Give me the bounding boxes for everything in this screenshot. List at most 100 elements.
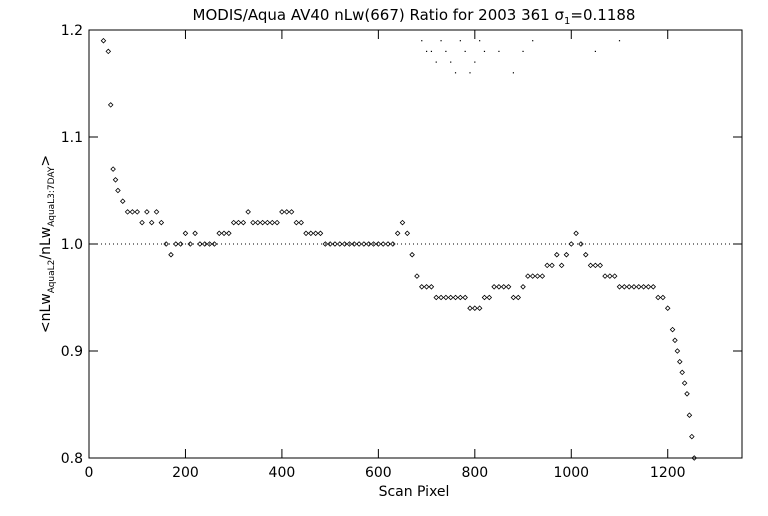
data-point — [520, 284, 526, 290]
x-tick-label: 600 — [365, 465, 392, 481]
y-axis-label-sub2: AquaL3:7DAY — [47, 166, 57, 227]
data-point — [129, 209, 136, 215]
data-point — [476, 305, 483, 311]
data-point — [525, 273, 531, 279]
data-point — [592, 262, 599, 269]
data-point-dot — [479, 40, 481, 42]
data-point — [255, 219, 261, 226]
data-point-dot — [421, 40, 423, 42]
data-point — [317, 230, 324, 237]
x-axis: 0 200 400 600 800 1000 1200 — [85, 30, 686, 481]
data-point — [681, 380, 688, 386]
x-tick-label: 200 — [172, 465, 199, 481]
data-point — [274, 219, 280, 226]
data-point — [472, 305, 478, 311]
data-point — [631, 284, 637, 290]
data-point — [443, 294, 449, 301]
y-tick-label: 1.0 — [61, 237, 83, 253]
chart-title-main: MODIS/Aqua AV40 nLw(667) Ratio for 2003 … — [193, 6, 555, 24]
data-point — [158, 219, 165, 226]
data-point — [544, 262, 550, 269]
data-point — [686, 412, 693, 418]
data-point — [216, 230, 222, 237]
data-point — [230, 219, 237, 226]
data-point — [481, 294, 488, 301]
data-point-dot — [474, 61, 476, 63]
data-point — [327, 241, 333, 247]
data-point — [119, 198, 126, 204]
data-point — [235, 219, 242, 226]
data-point — [168, 251, 174, 258]
data-point — [529, 273, 536, 279]
data-point — [197, 241, 203, 247]
data-point — [370, 241, 377, 247]
data-point — [365, 241, 372, 247]
data-point — [640, 284, 647, 290]
data-point — [582, 251, 589, 258]
data-point — [491, 284, 497, 290]
data-point-dot — [594, 50, 596, 52]
data-point — [626, 284, 632, 290]
data-point — [428, 284, 435, 290]
data-point — [153, 209, 160, 215]
data-point — [669, 326, 676, 333]
data-point — [144, 209, 150, 215]
data-point — [674, 348, 681, 354]
y-tick-label: 0.8 — [61, 451, 83, 467]
data-point-dot — [483, 50, 486, 52]
data-point — [636, 284, 642, 290]
x-tick-label: 0 — [85, 465, 94, 481]
data-point — [534, 273, 541, 279]
data-point — [664, 305, 671, 311]
data-point — [650, 284, 657, 290]
data-point — [211, 241, 218, 247]
data-point — [206, 241, 213, 247]
data-point — [240, 219, 247, 226]
x-tick-label: 1200 — [650, 465, 686, 481]
data-point-dot — [445, 50, 447, 52]
y-tick-label: 1.1 — [61, 130, 83, 146]
data-point — [672, 337, 678, 344]
chart-title-sigma-sub: 1 — [564, 16, 570, 27]
data-point — [496, 284, 502, 290]
data-point — [351, 241, 358, 247]
data-point — [419, 284, 425, 290]
y-axis: 0.8 0.9 1.0 1.1 1.2 — [61, 23, 742, 467]
data-point — [201, 241, 208, 247]
data-point — [597, 262, 603, 269]
data-point — [404, 230, 411, 237]
data-point — [409, 251, 415, 258]
data-point — [568, 241, 575, 247]
data-point — [414, 273, 420, 279]
chart-title-sigma-value: =0.1188 — [570, 6, 635, 24]
data-point — [380, 241, 386, 247]
data-point — [182, 230, 189, 237]
data-point — [259, 219, 266, 226]
data-point — [361, 241, 367, 247]
data-point-dot — [532, 40, 534, 42]
data-point — [322, 241, 329, 247]
data-point — [684, 391, 690, 397]
data-point — [173, 241, 179, 247]
data-point — [221, 230, 227, 237]
data-point-dot — [440, 40, 442, 42]
data-point — [375, 241, 382, 247]
data-point — [587, 262, 594, 269]
data-point — [107, 102, 114, 108]
data-point — [112, 177, 119, 183]
data-point-dot — [425, 50, 428, 52]
data-point — [563, 251, 570, 258]
data-point — [226, 230, 232, 237]
data-point-dot — [464, 50, 466, 52]
data-point — [573, 230, 579, 237]
data-point-dot — [498, 50, 500, 52]
data-point — [308, 230, 314, 237]
data-point — [616, 284, 623, 290]
data-point — [115, 187, 121, 194]
data-point — [558, 262, 565, 269]
y-tick-label: 0.9 — [61, 344, 83, 360]
data-point — [298, 219, 304, 226]
data-point — [462, 294, 468, 301]
data-point-dot — [469, 72, 471, 74]
